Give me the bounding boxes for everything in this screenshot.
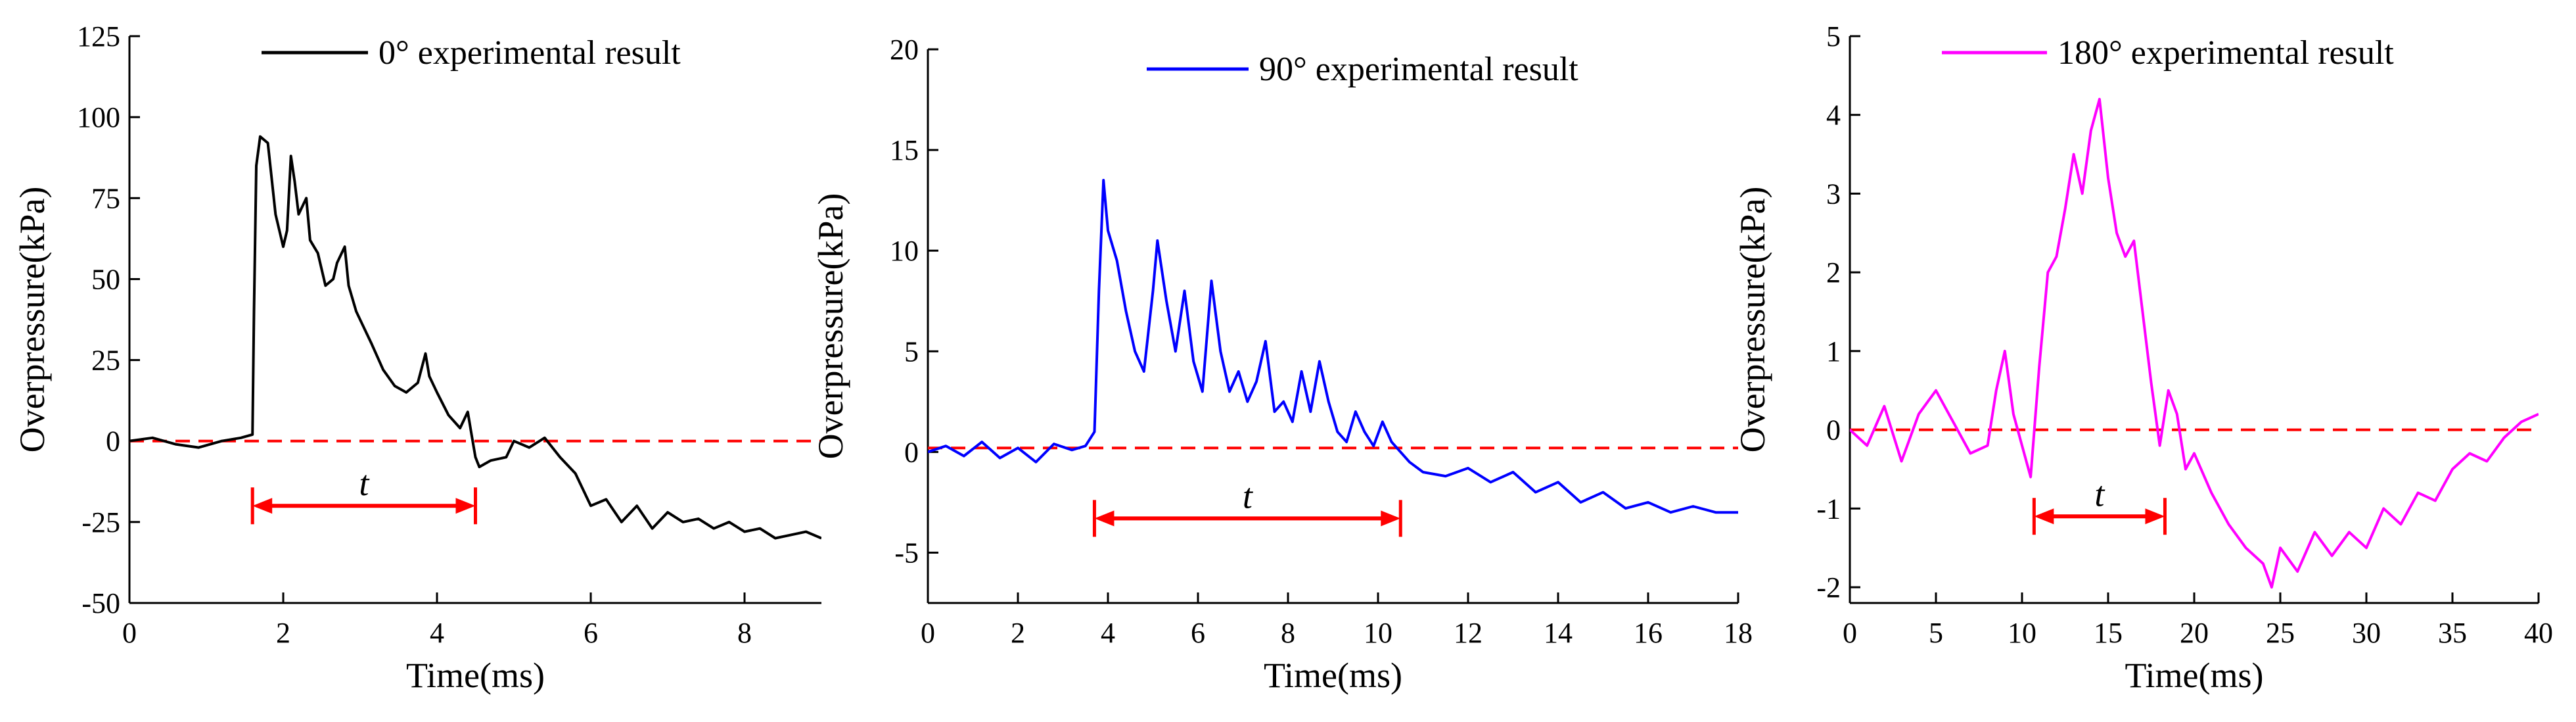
y-tick-label: 100	[77, 101, 120, 133]
plot-area	[1850, 97, 2539, 589]
series-line	[1850, 97, 2539, 589]
y-tick-label: 125	[77, 20, 120, 53]
duration-marker: t	[2032, 474, 2167, 535]
chart-panel-1: 0 2 4 6 8 -50 -25 0 25 50 75 100 125 Time(ms) Overpres…	[12, 20, 821, 695]
duration-marker: t	[1092, 476, 1402, 537]
x-tick-label: 20	[2180, 617, 2209, 649]
x-tick-label: 30	[2352, 617, 2381, 649]
duration-arrowhead-left	[252, 498, 273, 514]
y-tick-label: 1	[1826, 335, 1841, 368]
y-axis-title: Overpressure(kPa)	[1733, 187, 1772, 453]
x-tick-label: 8	[737, 617, 752, 649]
y-tick-label: 20	[890, 34, 919, 66]
series-line	[928, 179, 1738, 514]
y-tick-label: -2	[1816, 571, 1841, 604]
y-tick-label: 5	[904, 335, 919, 368]
x-tick-label: 0	[921, 617, 935, 649]
duration-label: t	[2094, 474, 2105, 514]
y-tick-label: -25	[81, 506, 120, 539]
y-tick-label: 3	[1826, 178, 1841, 210]
x-axis-title: Time(ms)	[2125, 656, 2263, 695]
x-tick-label: 18	[1724, 617, 1753, 649]
x-tick-label: 35	[2438, 617, 2467, 649]
y-tick-label: 0	[1826, 414, 1841, 446]
x-axis-title: Time(ms)	[1264, 656, 1402, 695]
series-line	[129, 135, 821, 540]
x-tick-label: 2	[276, 617, 290, 649]
legend-label: 90° experimental result	[1259, 51, 1578, 88]
plot-area	[129, 135, 821, 540]
legend: 0° experimental result	[262, 34, 681, 72]
x-tick-label: 6	[1191, 617, 1205, 649]
y-tick-label: -50	[81, 587, 120, 619]
x-tick-label: 0	[122, 617, 137, 649]
x-tick-label: 8	[1281, 617, 1295, 649]
y-tick-label: 10	[890, 235, 919, 267]
x-tick-label: 12	[1454, 617, 1483, 649]
y-tick-label: -1	[1816, 493, 1841, 525]
y-tick-label: 2	[1826, 256, 1841, 289]
legend: 180° experimental result	[1942, 34, 2394, 72]
legend-label: 180° experimental result	[2058, 34, 2394, 72]
y-tick-label: 4	[1826, 99, 1841, 132]
duration-arrowhead-left	[1094, 510, 1115, 527]
duration-arrowhead-left	[2034, 508, 2054, 525]
x-tick-label: 10	[2008, 617, 2036, 649]
y-tick-label: 75	[91, 182, 120, 214]
legend: 90° experimental result	[1147, 51, 1578, 88]
plot-area	[928, 179, 1738, 514]
y-tick-label: 5	[1826, 20, 1841, 53]
chart-panel-3: 0 5 10 15 20 25 30 35 40 -2 -1 0 1 2 3 4 5 Time(ms) Overpr…	[1733, 20, 2553, 695]
y-tick-label: 25	[91, 345, 120, 377]
y-tick-label: 0	[904, 436, 919, 468]
duration-arrowhead-right	[455, 498, 476, 514]
x-tick-label: 0	[1843, 617, 1857, 649]
x-tick-label: 40	[2524, 617, 2553, 649]
duration-label: t	[359, 464, 370, 503]
duration-marker: t	[250, 464, 477, 525]
duration-arrowhead-right	[1381, 510, 1401, 527]
legend-label: 0° experimental result	[379, 34, 681, 72]
y-tick-label: 15	[890, 134, 919, 166]
y-tick-label: -5	[894, 537, 919, 569]
x-tick-label: 6	[584, 617, 598, 649]
x-tick-label: 4	[1101, 617, 1115, 649]
x-tick-label: 2	[1011, 617, 1025, 649]
x-tick-label: 4	[430, 617, 444, 649]
x-tick-label: 10	[1364, 617, 1392, 649]
x-tick-label: 15	[2094, 617, 2123, 649]
x-axis-title: Time(ms)	[406, 656, 545, 695]
duration-arrowhead-right	[2145, 508, 2165, 525]
duration-label: t	[1243, 476, 1254, 516]
y-tick-label: 0	[106, 425, 120, 458]
x-tick-label: 5	[1929, 617, 1943, 649]
x-tick-label: 16	[1634, 617, 1663, 649]
y-axis-title: Overpressure(kPa)	[12, 187, 52, 453]
y-axis-title: Overpressure(kPa)	[811, 193, 850, 460]
x-tick-label: 14	[1544, 617, 1573, 649]
chart-panel-2: 0 2 4 6 8 10 12 14 16 18 -5 0 5 10 15 20 Time(ms) Overpre…	[811, 34, 1753, 695]
x-tick-label: 25	[2266, 617, 2295, 649]
y-tick-label: 50	[91, 263, 120, 295]
